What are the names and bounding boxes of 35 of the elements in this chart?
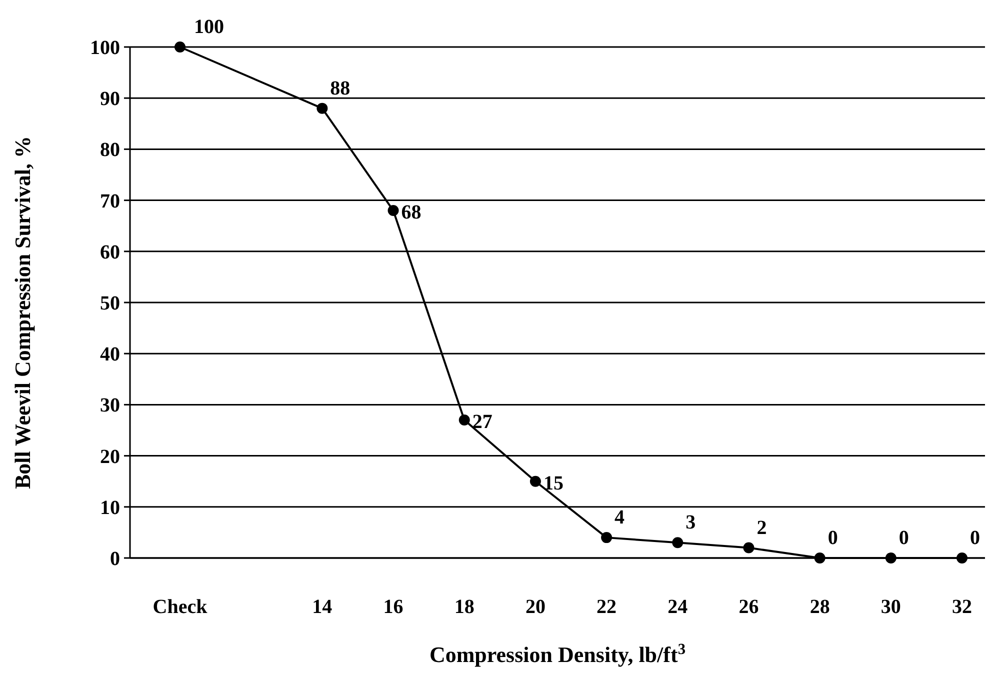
y-tick-label: 10 bbox=[100, 496, 120, 519]
y-tick-label: 50 bbox=[100, 292, 120, 314]
x-tick-label: 32 bbox=[952, 596, 972, 618]
x-tick-label: 26 bbox=[738, 596, 759, 618]
data-label: 0 bbox=[970, 527, 980, 549]
x-axis-title: Compression Density, lb/ft$^{3}$ bbox=[429, 640, 686, 667]
y-tick-label: 0 bbox=[110, 548, 120, 570]
x-tick-label: 22 bbox=[596, 596, 617, 618]
y-tick-label: 80 bbox=[100, 139, 120, 162]
data-label: 88 bbox=[330, 77, 350, 100]
y-tick-label: 70 bbox=[100, 190, 120, 212]
y-tick-label: 20 bbox=[100, 446, 120, 468]
x-tick-label: Check bbox=[152, 596, 208, 618]
data-label: 3 bbox=[686, 512, 696, 534]
x-tick-label: 30 bbox=[880, 596, 901, 618]
x-tick-label: 20 bbox=[525, 596, 546, 618]
data-label: 4 bbox=[614, 506, 625, 529]
x-tick-label: 14 bbox=[312, 596, 332, 618]
y-axis-title: Boll Weevil Compression Survival, % bbox=[10, 136, 35, 490]
x-tick-label: 28 bbox=[810, 596, 830, 618]
y-tick-label: 60 bbox=[100, 241, 120, 264]
data-label: 0 bbox=[828, 527, 838, 549]
data-label: 2 bbox=[756, 516, 767, 539]
data-label: 100 bbox=[194, 16, 224, 38]
y-tick-label: 100 bbox=[90, 37, 120, 59]
data-label: 15 bbox=[543, 472, 564, 494]
x-tick-label: 18 bbox=[454, 596, 474, 618]
x-tick-label: 24 bbox=[668, 596, 688, 618]
y-tick-label: 90 bbox=[100, 88, 120, 110]
x-tick-label: 16 bbox=[383, 596, 404, 618]
data-label: 0 bbox=[898, 527, 909, 549]
data-label: 68 bbox=[401, 202, 422, 224]
data-label: 27 bbox=[472, 411, 492, 434]
y-tick-label: 30 bbox=[100, 394, 120, 417]
y-tick-label: 40 bbox=[100, 344, 120, 366]
